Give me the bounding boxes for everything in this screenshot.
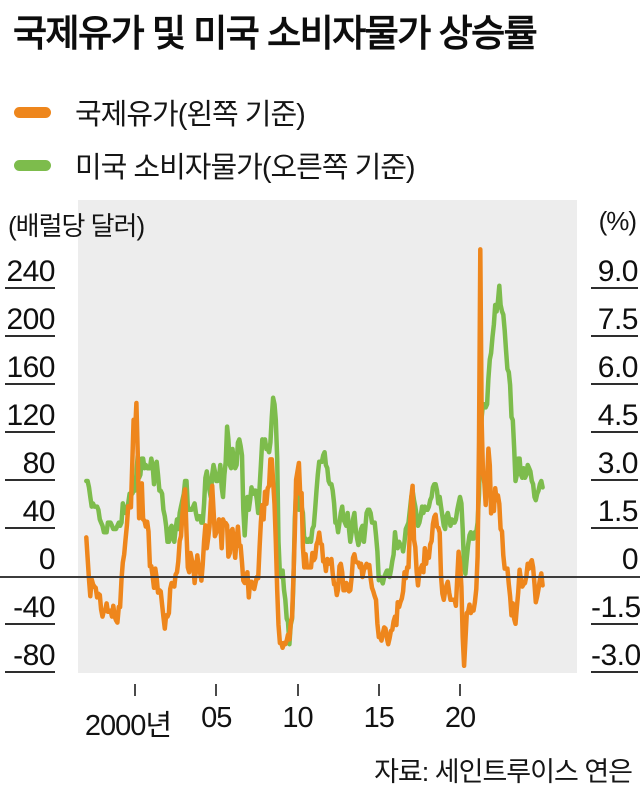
y-tick-label-left: -40 bbox=[5, 592, 56, 625]
y-tick-label-right: 1.5 bbox=[591, 496, 639, 529]
y-tick-label-right: 3.0 bbox=[591, 448, 639, 481]
x-tick-label: 2000년 bbox=[84, 710, 172, 742]
series-line-cpi bbox=[84, 283, 545, 647]
legend-item-oil: 국제유가(왼쪽 기준) bbox=[14, 92, 415, 132]
page-title: 국제유가 및 미국 소비자물가 상승률 bbox=[13, 13, 538, 54]
cpi-line-swatch-icon bbox=[14, 159, 51, 171]
y-tick-label-right: 9.0 bbox=[591, 256, 639, 289]
y-tick-label-left: 40 bbox=[5, 496, 56, 529]
right-axis-unit: (%) bbox=[598, 206, 637, 236]
zero-baseline bbox=[0, 576, 640, 578]
source-note: 자료: 세인트루이스 연은 bbox=[374, 757, 633, 787]
y-tick-label-right: 0 bbox=[621, 543, 639, 576]
y-tick-label-left: 200 bbox=[5, 303, 56, 337]
oil-line-swatch-icon bbox=[14, 106, 51, 118]
legend-label-cpi: 미국 소비자물가(오른쪽 기준) bbox=[75, 152, 416, 184]
y-tick-label-left: 0 bbox=[38, 543, 56, 576]
y-tick-label-right: 4.5 bbox=[591, 400, 639, 433]
x-tick-label: 05 bbox=[201, 702, 232, 734]
legend-label-oil: 국제유가(왼쪽 기준) bbox=[75, 99, 306, 131]
legend: 국제유가(왼쪽 기준) 미국 소비자물가(오른쪽 기준) bbox=[14, 92, 416, 198]
x-tick-label: 15 bbox=[363, 702, 395, 734]
chart-lines bbox=[84, 247, 545, 669]
x-tick-mark bbox=[215, 684, 218, 696]
y-tick-label-left: 120 bbox=[5, 399, 56, 433]
legend-item-cpi: 미국 소비자물가(오른쪽 기준) bbox=[14, 145, 416, 185]
y-tick-label-left: 160 bbox=[5, 351, 56, 385]
x-tick-mark bbox=[459, 684, 461, 696]
series-line-oil bbox=[84, 247, 545, 669]
y-tick-label-right: 7.5 bbox=[591, 304, 639, 337]
x-tick-label: 20 bbox=[444, 702, 476, 734]
y-tick-label-left: 240 bbox=[5, 255, 56, 289]
y-tick-label-left: 80 bbox=[5, 448, 56, 481]
y-tick-label-right: -1.5 bbox=[591, 591, 640, 625]
x-tick-mark bbox=[296, 684, 299, 696]
x-tick-label: 10 bbox=[282, 702, 313, 734]
left-axis-unit: (배럴당 달러) bbox=[8, 211, 145, 241]
x-tick-mark bbox=[377, 684, 380, 696]
y-tick-label-left: -80 bbox=[5, 640, 56, 673]
x-tick-mark bbox=[134, 684, 136, 696]
y-tick-label-right: 6.0 bbox=[591, 352, 639, 385]
y-tick-label-right: -3.0 bbox=[591, 639, 640, 673]
